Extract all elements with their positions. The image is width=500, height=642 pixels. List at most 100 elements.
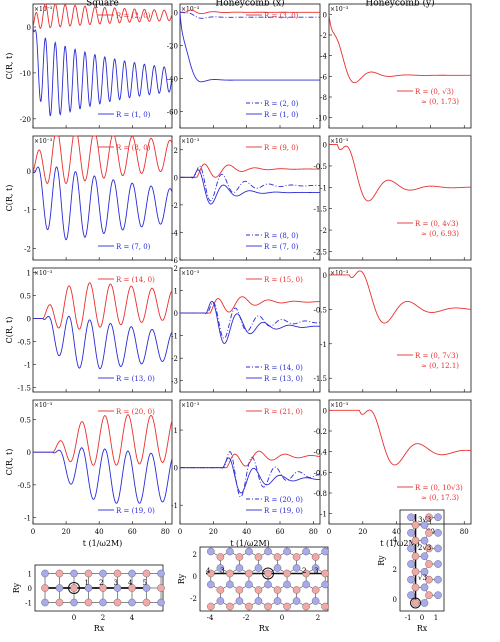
y-tick-label: 0: [323, 272, 327, 280]
y-tick-label: 2: [174, 147, 178, 155]
lattice-site: [226, 580, 234, 589]
legend-label: R = (2, 0): [116, 12, 151, 20]
legend-label: R = (7, 0): [264, 243, 299, 251]
lattice-tick: 1: [434, 614, 438, 622]
y-tick-label: -1: [24, 514, 31, 522]
y-tick-label: 0.5: [20, 417, 31, 425]
y-tick-label: -60: [167, 108, 178, 116]
y-tick-label: -6: [171, 257, 178, 265]
lattice-site: [264, 602, 272, 611]
lattice-site-label: 4: [128, 579, 133, 587]
y-tick-label: -10: [20, 70, 31, 78]
y-tick-label: 0: [27, 24, 31, 32]
lattice-site: [302, 547, 310, 556]
legend-label: R = (19, 0): [116, 507, 155, 515]
lattice-site: [142, 584, 151, 592]
y-tick-label: -0.2: [314, 428, 328, 436]
y-tick-label: -0.5: [18, 338, 32, 346]
lattice-site: [425, 591, 433, 600]
plot-frame: [328, 267, 472, 393]
lattice-site: [254, 597, 263, 605]
lattice-site-label: 4: [206, 567, 211, 575]
lattice-site: [264, 547, 272, 556]
lattice-site: [292, 564, 301, 572]
lattice-site-label: 5: [143, 579, 147, 587]
lattice-site: [254, 586, 263, 594]
legend-label: R = (15, 0): [264, 276, 303, 284]
plot-frame: [328, 3, 472, 129]
y-tick-label: -0.4: [314, 449, 328, 457]
lattice-site: [311, 597, 320, 605]
lattice-site: [207, 547, 215, 556]
lattice-y-label: Ry: [377, 555, 386, 566]
series-line: [33, 447, 173, 504]
lattice-site: [321, 547, 329, 556]
lattice-site: [420, 568, 429, 576]
panel-honeyy-row1: 0 -2 -4 -6 -8 -10 ×10⁻³ R = (0, √3) ≈ (0, 1.73): [316, 3, 472, 129]
legend-label: R = (0, √3): [415, 88, 454, 96]
legend-label: R = (21, 0): [264, 408, 303, 416]
lattice-tick: 2: [393, 566, 397, 574]
lattice-y-label: Ry: [12, 582, 21, 593]
y-tick-label: -0.5: [314, 306, 328, 314]
y-axis-label: C(R, t): [5, 185, 14, 212]
lattice-site: [420, 583, 429, 592]
lattice-site: [425, 529, 433, 537]
y-tick-label: -0.5: [314, 163, 328, 171]
panel-square-row1: 0-10-20×10⁻³R = (2, 0)R = (1, 0): [20, 3, 173, 129]
lattice-site: [321, 602, 329, 611]
lattice-tick: 0: [72, 614, 76, 622]
series-line: [180, 451, 321, 498]
series-line: [33, 282, 173, 330]
plot-frame: [32, 135, 173, 261]
y-exponent: ×10⁻³: [34, 402, 53, 409]
lattice-site: [273, 597, 282, 605]
lattice-site: [411, 568, 420, 576]
legend-label: ≈ (0, 6.93): [421, 230, 459, 238]
y-tick-label: 0: [323, 142, 327, 150]
y-tick-label: -20: [167, 42, 178, 50]
y-exponent: ×10⁻³: [34, 270, 53, 277]
y-tick-label: 0.5: [20, 293, 31, 301]
lattice-y-label: Ry: [177, 573, 186, 584]
lattice-site: [99, 598, 107, 607]
lattice-site: [411, 583, 420, 592]
lattice-site-label: 2: [99, 579, 103, 587]
lattice-tick: 0: [193, 573, 197, 581]
lattice-site: [235, 586, 244, 594]
lattice-site: [142, 569, 151, 578]
y-tick-label: -1: [171, 333, 178, 341]
lattice-tick: 4: [130, 614, 135, 622]
lattice-site: [434, 544, 442, 553]
lattice-site-label: √3: [418, 574, 427, 582]
y-tick-label: 0: [27, 449, 31, 457]
lattice-x-label: Rx: [417, 624, 428, 633]
series-line: [32, 3, 173, 30]
plot-frame: [179, 399, 321, 525]
y-exponent: ×10⁻³: [330, 270, 349, 277]
y-tick-label: -1.5: [314, 375, 328, 383]
lattice-site: [273, 553, 282, 561]
lattice-site: [264, 569, 272, 578]
lattice-site: [321, 580, 329, 589]
legend-label: R = (13, 0): [116, 375, 155, 383]
lattice-site: [283, 580, 291, 589]
y-tick-label: 0: [174, 174, 178, 182]
lattice-site: [407, 529, 415, 537]
y-exponent: ×10⁻³: [330, 6, 349, 13]
lattice-site: [407, 591, 415, 600]
legend-label: R = (1, 0): [264, 111, 299, 119]
legend-label: R = (19, 0): [264, 507, 303, 515]
lattice-site: [55, 598, 64, 607]
plot-frame: [179, 267, 321, 393]
lattice-site: [420, 552, 429, 561]
panel-square-row3: 1 0.5 0 -0.5 -1 -1.5 ×10⁻³ R = (14, 0) R = (13, …: [18, 267, 173, 392]
x-tick-label: 0: [178, 528, 182, 536]
series-line: [180, 296, 320, 314]
lattice-site: [55, 569, 64, 578]
lattice-site: [302, 602, 310, 611]
lattice-site: [70, 569, 78, 578]
y-tick-label: -1: [320, 511, 327, 519]
lattice-site: [302, 580, 310, 589]
y-tick-label: -0.8: [314, 490, 328, 498]
